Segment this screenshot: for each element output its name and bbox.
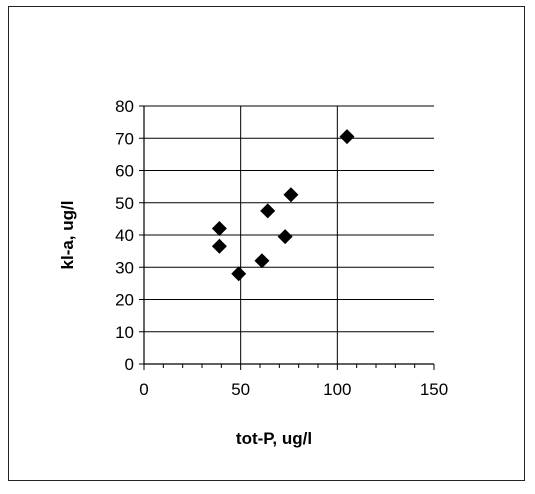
x-tick-label: 150 xyxy=(420,380,448,399)
tick-labels: 0 10 20 30 40 50 60 70 80 0 50 100 150 xyxy=(115,97,448,399)
data-point xyxy=(231,266,247,282)
scatter-chart: 0 10 20 30 40 50 60 70 80 0 50 100 150 tot-P, ug/l k… xyxy=(58,97,448,448)
data-points xyxy=(211,129,355,282)
x-axis-title: tot-P, ug/l xyxy=(236,429,312,448)
data-point xyxy=(283,187,299,203)
data-point xyxy=(277,229,293,245)
grid-layer xyxy=(144,105,434,364)
y-tick-label: 80 xyxy=(115,97,134,116)
x-tick-label: 50 xyxy=(231,380,250,399)
y-tick-label: 50 xyxy=(115,194,134,213)
data-point xyxy=(260,203,276,219)
y-tick-label: 0 xyxy=(125,355,134,374)
data-point xyxy=(211,221,227,237)
axes-layer xyxy=(139,105,435,370)
y-tick-label: 40 xyxy=(115,226,134,245)
x-tick-label: 0 xyxy=(139,380,148,399)
y-tick-label: 60 xyxy=(115,162,134,181)
y-tick-label: 20 xyxy=(115,291,134,310)
data-point xyxy=(339,129,355,145)
data-point xyxy=(254,253,270,269)
y-tick-label: 30 xyxy=(115,258,134,277)
chart-frame: 0 10 20 30 40 50 60 70 80 0 50 100 150 tot-P, ug/l k… xyxy=(8,6,525,481)
y-tick-label: 70 xyxy=(115,129,134,148)
data-point xyxy=(211,238,227,254)
y-axis-title: kl-a, ug/l xyxy=(58,201,77,270)
y-tick-label: 10 xyxy=(115,323,134,342)
x-tick-label: 100 xyxy=(323,380,351,399)
